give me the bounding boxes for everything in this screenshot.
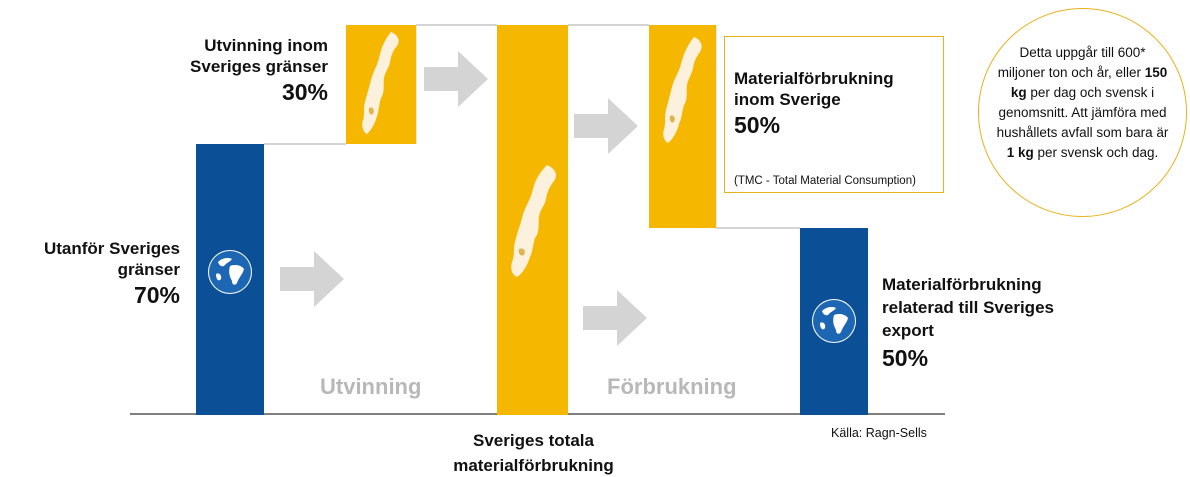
export-percent: 50%: [882, 345, 929, 371]
callout-line1: Detta uppgår till 600*: [1019, 45, 1146, 60]
globe-icon: [812, 299, 856, 343]
arrow-right-icon: [583, 288, 649, 348]
sweden-map-icon: [658, 35, 708, 150]
stage-label-consumption: Förbrukning: [607, 374, 737, 399]
callout-line6-text: per svensk och dag.: [1033, 145, 1159, 160]
arrow-right-icon: [574, 96, 640, 156]
export-title-line1: Materialförbrukning: [882, 275, 1042, 294]
callout-line3-text: per dag och svensk i: [1026, 85, 1155, 100]
total-consumption-line2: materialförbrukning: [453, 456, 614, 475]
domestic-title-line1: Materialförbrukning: [734, 69, 894, 88]
callout-line6: 1 kg per svensk och dag.: [979, 143, 1186, 163]
domestic-note: (TMC - Total Material Consumption): [734, 175, 916, 187]
callout-line2: miljoner ton och år, eller 150: [979, 63, 1186, 83]
source-label: Källa: Ragn-Sells: [831, 426, 927, 440]
callout-text: Detta uppgår till 600* miljoner ton och …: [979, 43, 1186, 163]
outside-sweden-title-line2: gränser: [117, 260, 180, 279]
domestic-consumption-box: Materialförbrukning inom Sverige 50% (TM…: [724, 36, 944, 193]
arrow-right-icon: [424, 49, 490, 109]
export-title-line2: relaterad till Sveriges: [882, 298, 1054, 317]
export-title-line3: export: [882, 321, 934, 340]
outside-sweden-label: Utanför Sveriges gränser 70%: [12, 238, 180, 309]
domestic-title: Materialförbrukning inom Sverige 50%: [734, 68, 894, 139]
domestic-title-line2: inom Sverige: [734, 90, 841, 109]
domestic-percent: 50%: [734, 112, 781, 138]
callout-line5: hushållets avfall som bara är: [996, 125, 1169, 140]
callout-line2-text: miljoner ton och år, eller: [997, 65, 1145, 80]
extraction-sweden-percent: 30%: [281, 79, 328, 105]
callout-line3-bold: kg: [1010, 85, 1027, 100]
extraction-sweden-label: Utvinning inom Sveriges gränser 30%: [160, 35, 328, 106]
callout-line6-bold: 1 kg: [1006, 145, 1034, 160]
outside-sweden-percent: 70%: [133, 282, 180, 308]
total-consumption-line1: Sveriges totala: [473, 431, 594, 450]
callout-line2-bold: 150: [1144, 65, 1168, 80]
export-label: Materialförbrukning relaterad till Sveri…: [882, 272, 1054, 372]
sweden-map-icon: [357, 30, 405, 140]
outside-sweden-title-line1: Utanför Sveriges: [43, 239, 180, 258]
globe-icon: [208, 250, 252, 294]
callout-circle: Detta uppgår till 600* miljoner ton och …: [978, 8, 1187, 217]
extraction-sweden-title-line1: Utvinning inom: [204, 36, 328, 55]
arrow-right-icon: [280, 249, 346, 309]
total-consumption-label: Sveriges totala materialförbrukning: [420, 430, 647, 476]
sweden-map-icon: [505, 163, 563, 283]
stage-label-extraction: Utvinning: [320, 374, 422, 399]
callout-line4: genomsnitt. Att jämföra med: [998, 105, 1167, 120]
extraction-sweden-title-line2: Sveriges gränser: [190, 57, 328, 76]
callout-line3: kg per dag och svensk i: [979, 83, 1186, 103]
